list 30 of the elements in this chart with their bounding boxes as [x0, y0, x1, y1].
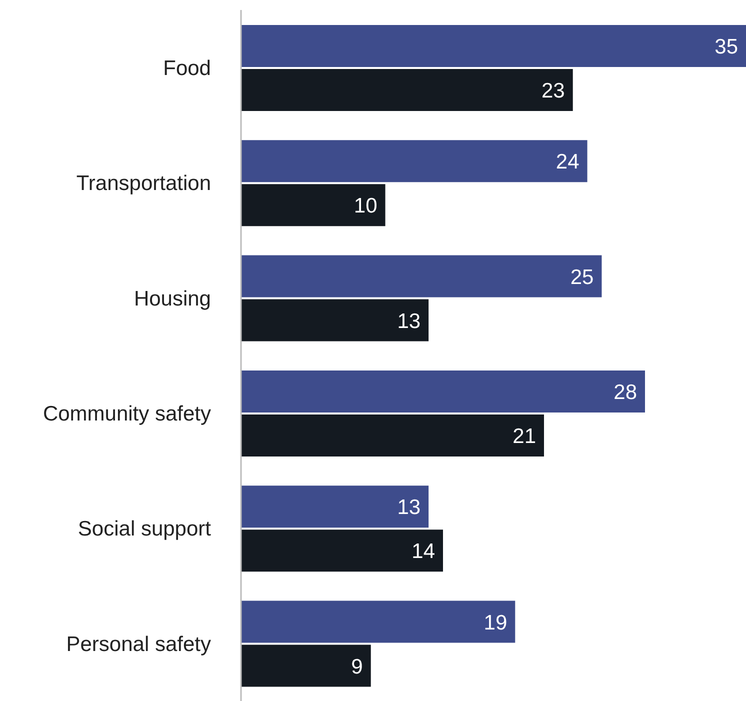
data-label: 13: [397, 496, 421, 520]
data-label: 19: [484, 611, 508, 634]
data-label: 25: [570, 266, 594, 289]
data-label: 21: [512, 424, 536, 448]
y-tick-label: Housing: [134, 287, 211, 310]
y-tick-label: Transportation: [76, 172, 211, 196]
data-label: 28: [614, 380, 637, 404]
bar: [241, 24, 746, 67]
data-label: 24: [556, 150, 580, 174]
data-label: 14: [412, 540, 436, 564]
data-label: 35: [714, 35, 738, 58]
bar: [241, 299, 429, 342]
data-label: 10: [354, 194, 378, 218]
bar: [241, 255, 602, 298]
y-tick-label: Personal safety: [66, 632, 212, 656]
bar: [241, 370, 645, 412]
bar: [241, 486, 429, 528]
bar: [241, 68, 573, 111]
data-label: 9: [351, 655, 363, 678]
bar: [241, 414, 544, 456]
bar: [241, 600, 516, 643]
y-tick-label: Food: [163, 57, 211, 80]
y-tick-label: Community safety: [42, 402, 212, 426]
bar: [241, 644, 371, 687]
bar: [241, 530, 443, 572]
y-tick-label: Social support: [78, 518, 212, 541]
data-label: 13: [397, 310, 421, 333]
bar: [241, 140, 588, 182]
data-label: 23: [542, 79, 565, 102]
bar: [241, 184, 386, 226]
